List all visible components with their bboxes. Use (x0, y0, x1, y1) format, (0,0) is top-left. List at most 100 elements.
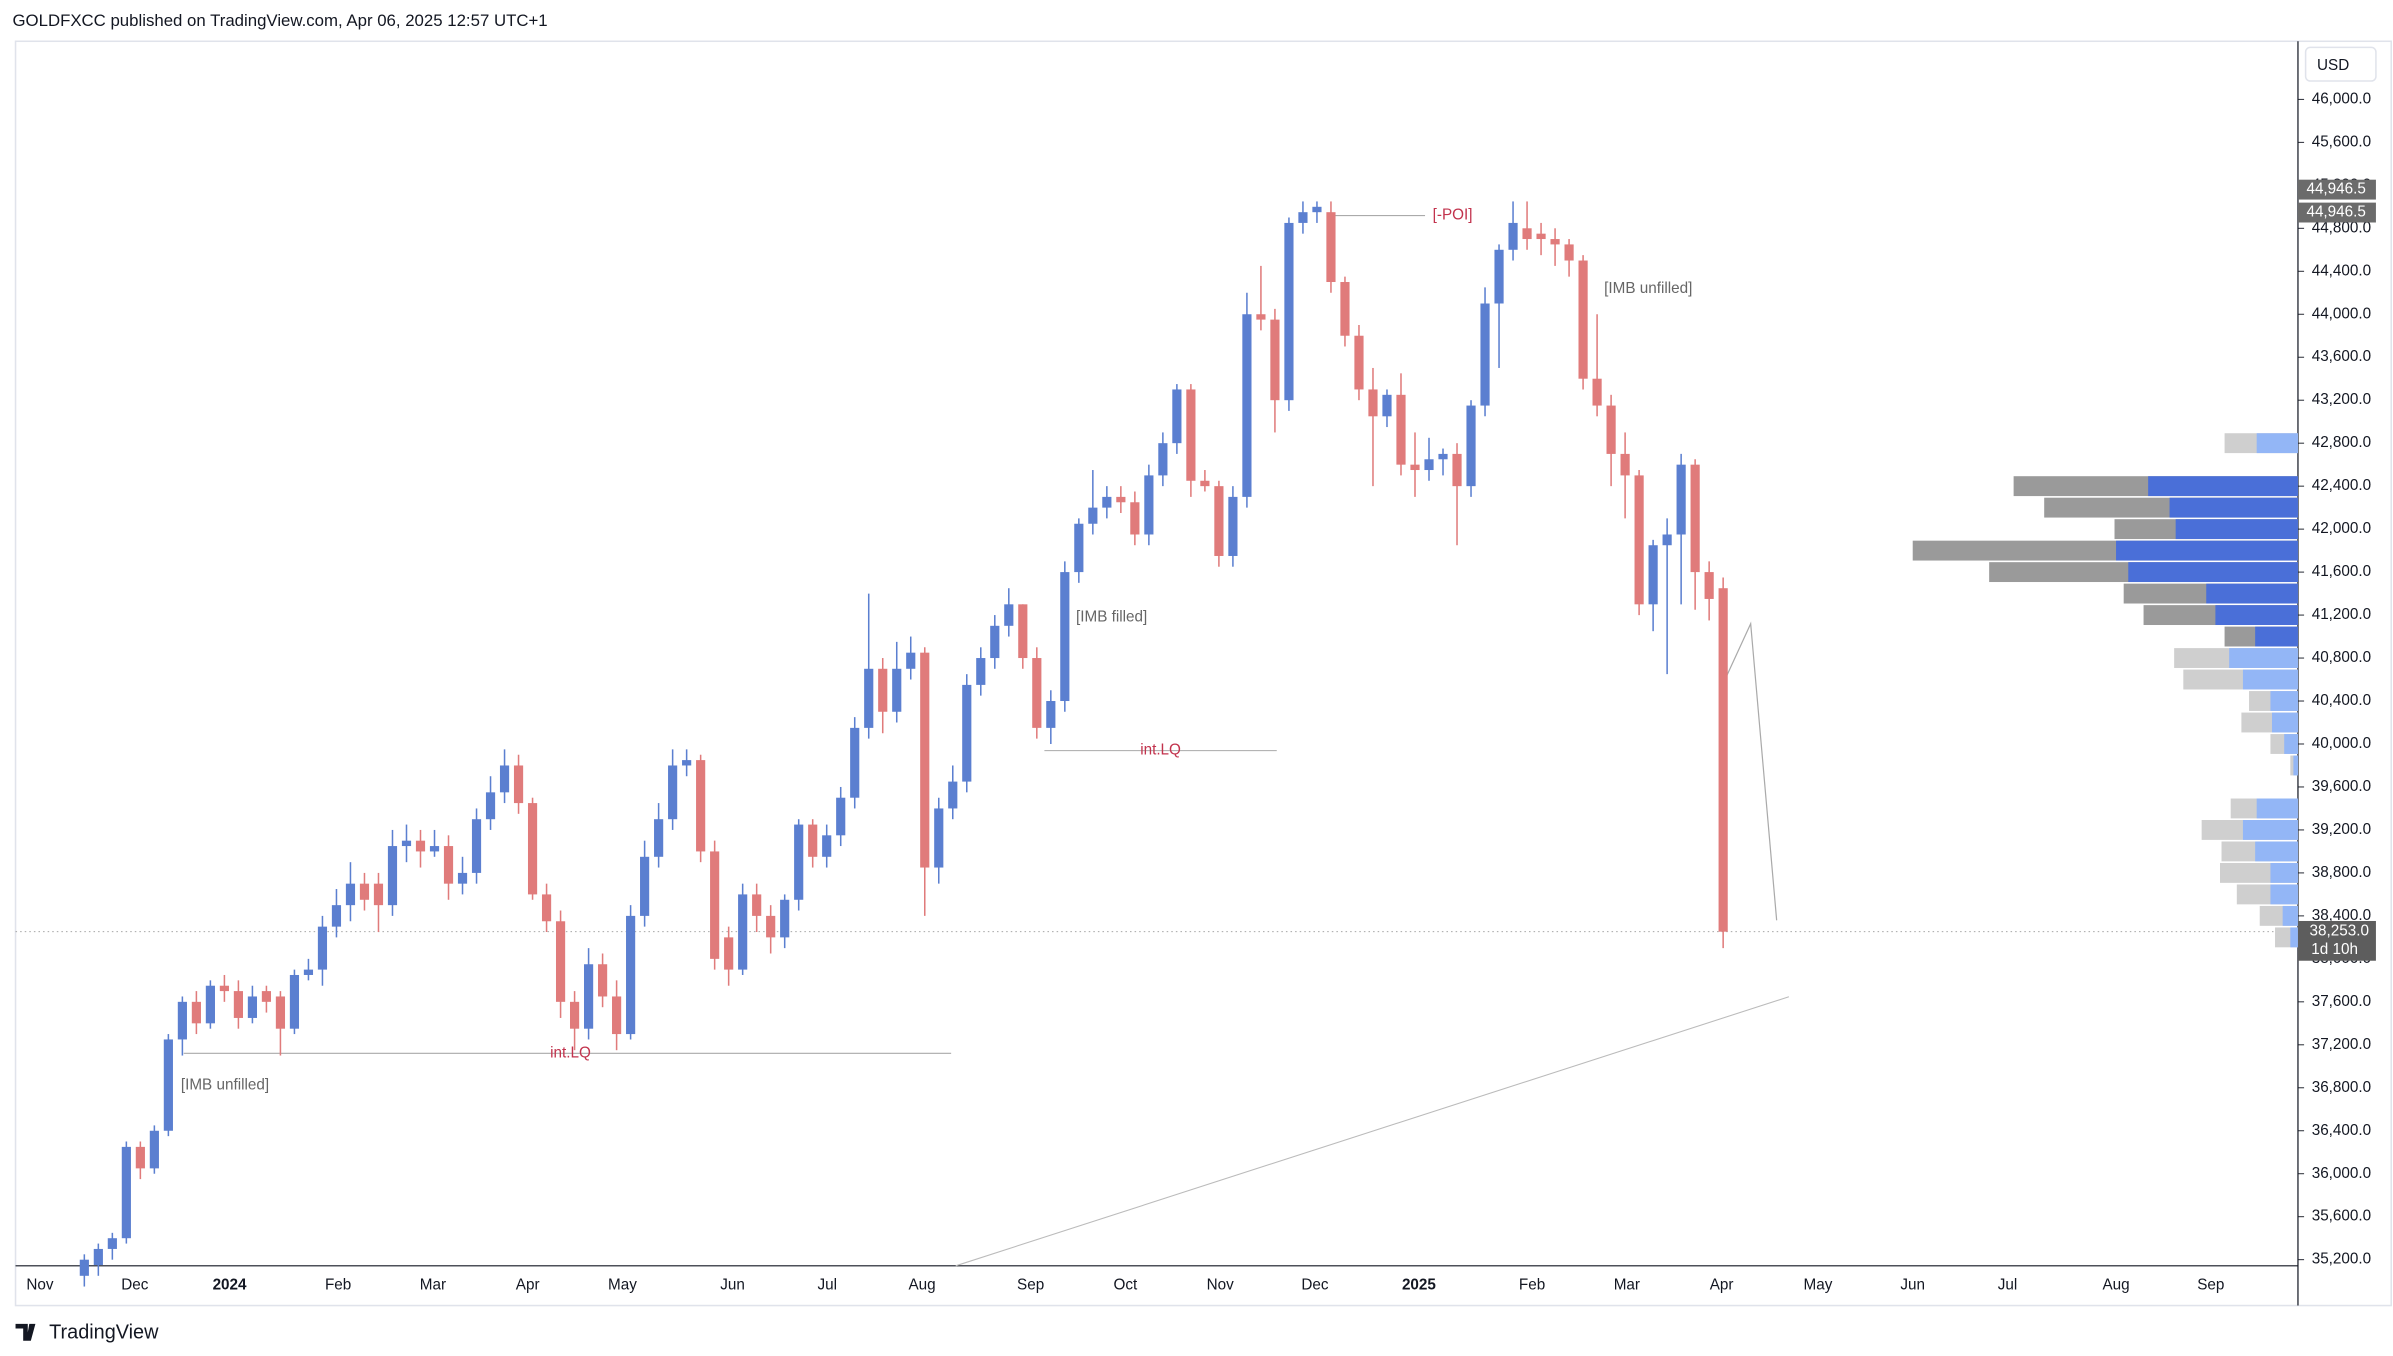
candle-body (990, 625, 1000, 659)
candle-body (1102, 496, 1112, 508)
candle-body (1256, 314, 1266, 320)
y-tick-label: 40,000.0 (2312, 735, 2371, 752)
volume-up (2242, 669, 2298, 690)
volume-up (2293, 755, 2298, 776)
candle-body (289, 974, 300, 1029)
annotation: [IMB unfilled] (1604, 280, 1692, 297)
candle-body (499, 765, 510, 793)
projection-path (1724, 621, 1778, 921)
candle-body (429, 846, 440, 852)
candle-body (724, 937, 734, 970)
currency-box (2304, 46, 2377, 82)
candle-body (149, 1130, 159, 1169)
price-label-box (2297, 179, 2376, 200)
candle-body (1578, 260, 1588, 379)
candle-body (850, 727, 860, 798)
volume-up (2282, 905, 2298, 926)
last-price-box (2297, 920, 2376, 961)
annotation: [-POI] (1433, 207, 1473, 224)
volume-up (2256, 798, 2298, 819)
volume-up (2215, 605, 2298, 626)
y-tick-label: 44,000.0 (2312, 305, 2371, 322)
volume-up (2255, 626, 2298, 647)
volume-up (2128, 562, 2298, 583)
candle-body (275, 996, 286, 1029)
y-tick-label: 46,000.0 (2312, 90, 2371, 107)
candle-body (1704, 572, 1714, 599)
y-tick-label: 42,400.0 (2312, 477, 2371, 494)
x-tick-label: Sep (1017, 1277, 1044, 1294)
y-tick-label: 43,600.0 (2312, 348, 2371, 365)
candle-body (261, 991, 272, 1002)
y-tick-label: 42,000.0 (2312, 520, 2371, 537)
y-tick-label: 35,600.0 (2312, 1208, 2371, 1225)
candle-body (541, 894, 552, 922)
volume-up (2206, 583, 2298, 604)
candle-body (668, 765, 678, 820)
candle-body (1018, 604, 1028, 659)
annotation: int.LQ (550, 1044, 591, 1061)
candle-body (317, 926, 328, 970)
volume-up (2175, 519, 2298, 540)
candle-body (794, 824, 804, 900)
x-tick-label: Mar (1614, 1277, 1640, 1294)
drawings (183, 215, 1790, 1267)
candle-body (513, 765, 524, 804)
candle-body (808, 824, 818, 857)
candle-body (177, 1001, 187, 1040)
y-tick-label: 41,600.0 (2312, 563, 2371, 580)
candle-body (1270, 319, 1280, 401)
candle-body (1550, 239, 1560, 245)
candle-body (1032, 658, 1042, 728)
y-tick-label: 35,200.0 (2312, 1251, 2371, 1268)
annotation: [IMB filled] (1076, 609, 1147, 626)
volume-up (2271, 712, 2298, 733)
y-tick-label: 36,800.0 (2312, 1079, 2371, 1096)
x-tick-label: Nov (26, 1277, 54, 1294)
x-tick-label: Feb (325, 1277, 351, 1294)
candle-body (1396, 394, 1406, 465)
candle-body (1452, 453, 1462, 487)
candle-body (107, 1238, 117, 1249)
candle-body (626, 915, 636, 1035)
header: GOLDFXCC published on TradingView.com, A… (12, 11, 547, 30)
candle-body (457, 872, 468, 884)
candle-body (1158, 443, 1168, 476)
x-tick-label: Oct (1114, 1277, 1139, 1294)
candle-body (766, 915, 776, 938)
candle-body (836, 797, 846, 836)
x-tick-label: Jun (720, 1277, 745, 1294)
candle-body (93, 1248, 103, 1266)
candle-body (331, 905, 342, 927)
y-tick-label: 45,600.0 (2312, 133, 2371, 150)
candle-body (485, 792, 496, 820)
candle-body (654, 819, 664, 857)
y-tick-label: 37,200.0 (2312, 1036, 2371, 1053)
candle-body (584, 964, 594, 1029)
candle-body (1074, 523, 1084, 573)
candle-body (612, 996, 622, 1035)
candle-body (1116, 496, 1126, 503)
y-tick-label: 36,000.0 (2312, 1165, 2371, 1182)
frame (14, 40, 2392, 1307)
candle-body (1242, 314, 1252, 497)
x-tick-label: Mar (420, 1277, 446, 1294)
candle-body (1648, 545, 1658, 605)
candle-body (1298, 212, 1308, 223)
candle-body (233, 991, 243, 1018)
y-tick-label: 39,200.0 (2312, 821, 2371, 838)
candle-body (878, 668, 888, 712)
brand: TradingView (49, 1321, 159, 1343)
candle-body (345, 883, 356, 906)
candle-body (1354, 335, 1364, 390)
candle-body (1382, 394, 1392, 417)
candle-body (864, 668, 874, 728)
candle-body (443, 846, 454, 884)
candle-body (387, 846, 398, 906)
candle-body (976, 658, 986, 685)
x-tick-label: 2025 (1402, 1277, 1436, 1294)
candle-body (191, 1001, 201, 1024)
currency: USD (2317, 57, 2349, 74)
